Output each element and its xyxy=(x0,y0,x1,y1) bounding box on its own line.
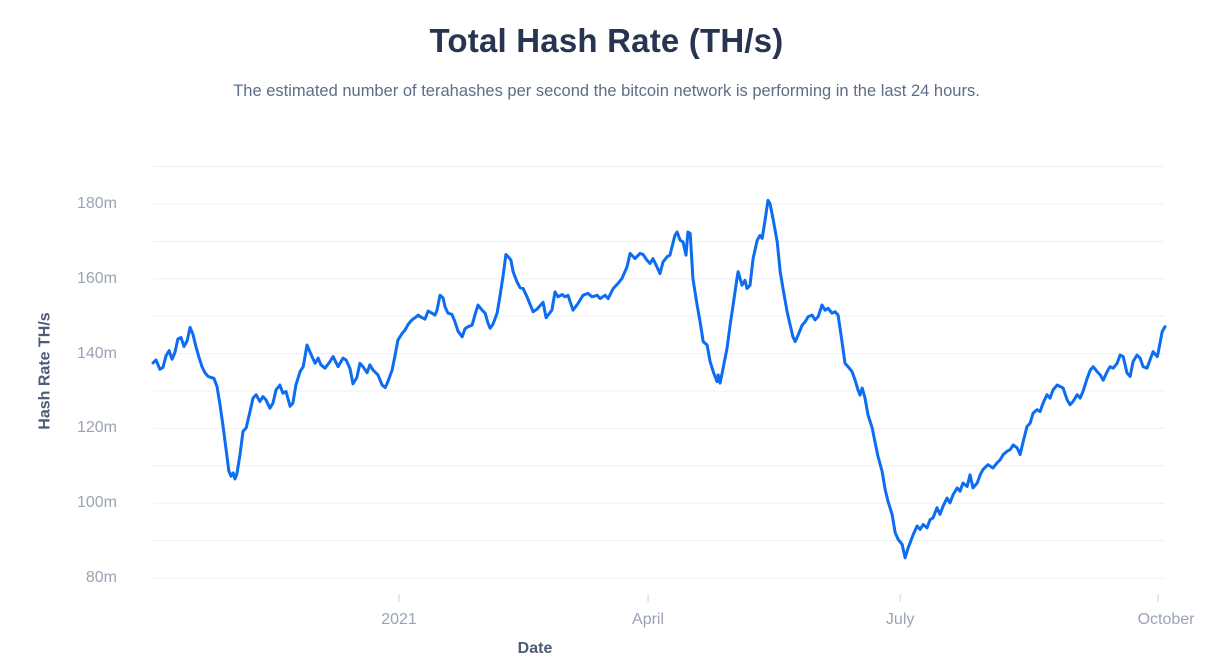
y-tick-label-160m: 160m xyxy=(76,269,117,287)
x-tick-label-2021: 2021 xyxy=(381,611,417,628)
y-tick-label-120m: 120m xyxy=(76,419,117,437)
y-tick-label-180m: 180m xyxy=(76,195,117,212)
chart-subtitle: The estimated number of terahashes per s… xyxy=(233,82,980,100)
y-tick-label-140m: 140m xyxy=(76,344,117,362)
x-axis-title: Date xyxy=(517,640,553,657)
chart-title: Total Hash Rate (TH/s) xyxy=(429,22,784,59)
x-tick-label-april: April xyxy=(632,611,665,628)
x-tick-label-july: July xyxy=(885,611,915,628)
y-tick-label-100m: 100m xyxy=(76,494,117,512)
hash-rate-series-line[interactable] xyxy=(151,198,1167,560)
x-tick-label-october: October xyxy=(1137,611,1195,628)
y-tick-label-80m: 80m xyxy=(85,569,117,586)
